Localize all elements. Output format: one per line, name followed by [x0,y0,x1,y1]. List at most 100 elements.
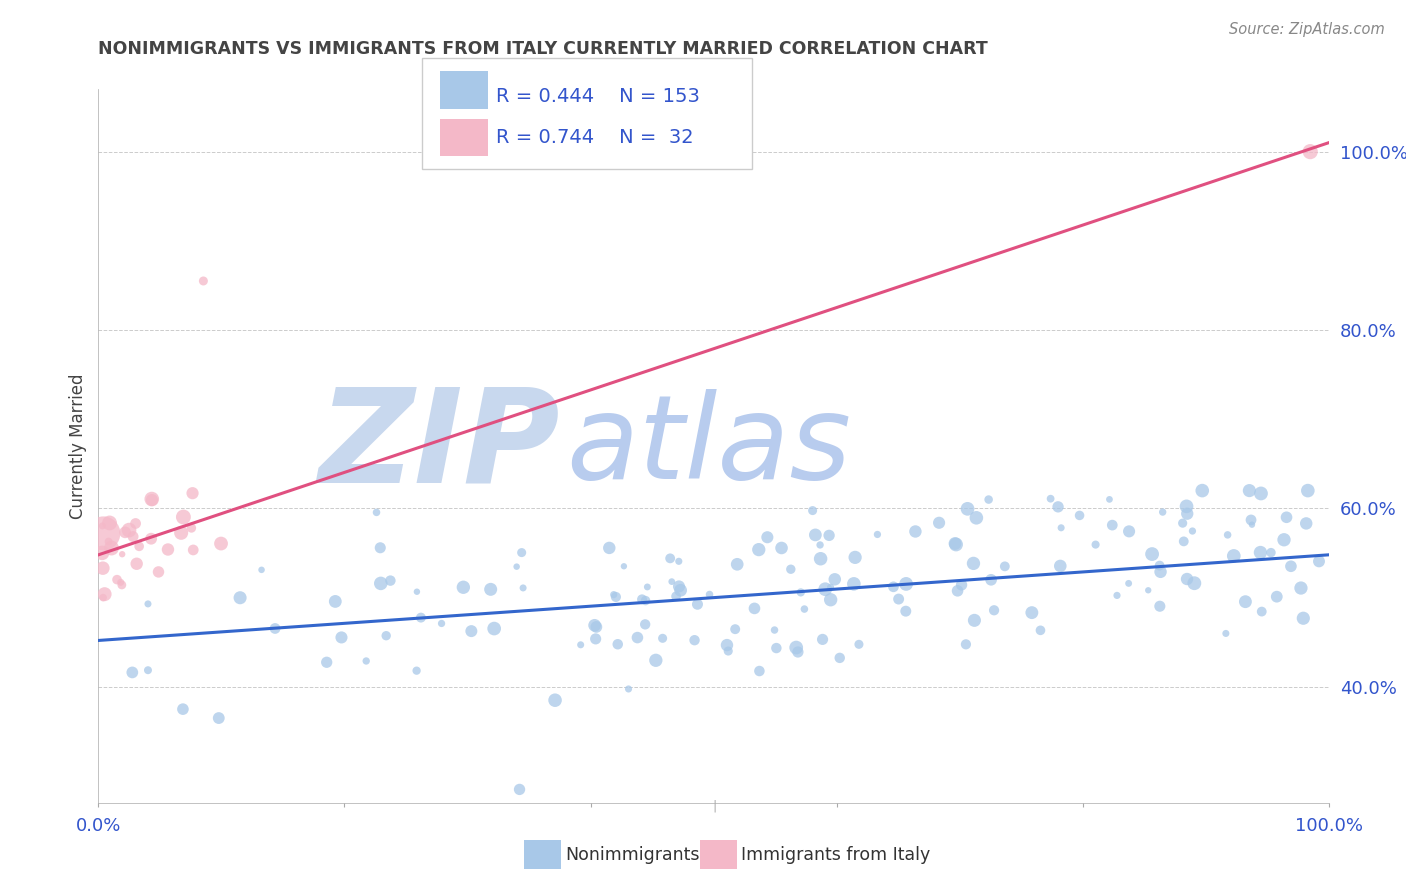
Point [1039,491,1062,506]
Point [636,580,658,594]
Point [810,551,832,566]
Point [323,594,346,608]
Point [124,516,146,531]
Point [380,574,402,588]
Point [1084,538,1107,552]
Text: |: | [711,800,717,813]
Point [114,525,136,540]
Point [1098,492,1121,507]
Point [866,527,889,541]
Point [172,510,194,524]
Text: NONIMMIGRANTS VS IMMIGRANTS FROM ITALY CURRENTLY MARRIED CORRELATION CHART: NONIMMIGRANTS VS IMMIGRANTS FROM ITALY C… [98,40,988,58]
Point [848,637,870,651]
Point [1289,581,1312,595]
Point [1175,500,1198,514]
Point [510,546,533,560]
Point [808,538,831,552]
Point [716,638,738,652]
Point [105,573,128,587]
Point [814,582,837,597]
Point [820,592,842,607]
Point [617,681,640,696]
Point [93,526,115,541]
Point [1181,524,1204,538]
Point [229,591,252,605]
Point [631,592,654,607]
Point [779,562,801,576]
Point [208,711,231,725]
Point [1173,534,1195,549]
Point [956,501,979,516]
Point [686,597,709,611]
Point [790,585,813,599]
Text: Immigrants from Italy: Immigrants from Italy [741,846,931,863]
Point [950,578,973,592]
Point [1069,508,1091,523]
Point [894,577,917,591]
Point [1279,559,1302,574]
Point [763,623,786,637]
Point [1223,549,1246,563]
Point [748,664,770,678]
Text: R = 0.744    N =  32: R = 0.744 N = 32 [496,128,695,147]
Point [1149,558,1171,573]
Point [603,588,626,602]
Point [605,590,627,604]
Point [1049,558,1071,573]
Point [118,523,141,537]
Point [479,582,502,597]
Point [406,584,429,599]
Point [1240,517,1263,532]
Point [1296,483,1319,498]
Point [264,622,287,636]
Point [748,542,770,557]
Point [482,622,505,636]
Point [1137,583,1160,598]
Point [756,530,779,544]
Point [928,516,950,530]
Point [765,641,787,656]
Point [801,503,824,517]
Point [613,559,636,574]
Point [699,587,721,601]
Point [661,574,683,589]
Point [1101,518,1123,533]
Point [955,637,977,651]
Point [1149,599,1171,614]
Point [1234,595,1257,609]
Point [405,664,427,678]
Point [1249,545,1271,559]
Point [585,632,607,646]
Point [453,580,475,594]
Point [824,572,846,586]
Point [811,632,834,647]
Point [882,580,904,594]
Point [1265,590,1288,604]
Point [904,524,927,539]
Point [804,528,827,542]
Text: 0.0%: 0.0% [76,817,121,835]
Text: 100.0%: 100.0% [1295,817,1362,835]
Point [141,493,163,508]
Text: R = 0.444    N = 153: R = 0.444 N = 153 [496,87,700,106]
Point [330,631,353,645]
Point [1118,576,1140,591]
Point [91,519,114,533]
Point [659,551,682,566]
Point [375,629,398,643]
Point [668,579,690,593]
Point [122,529,145,543]
Point [1216,528,1239,542]
Point [98,516,121,530]
Point [93,587,115,601]
Point [644,653,666,667]
Point [598,541,620,555]
Point [181,543,204,558]
Point [209,536,232,550]
Point [668,554,690,568]
Point [946,583,969,598]
Point [894,604,917,618]
Point [1295,516,1317,531]
Point [634,593,657,607]
Point [170,525,193,540]
